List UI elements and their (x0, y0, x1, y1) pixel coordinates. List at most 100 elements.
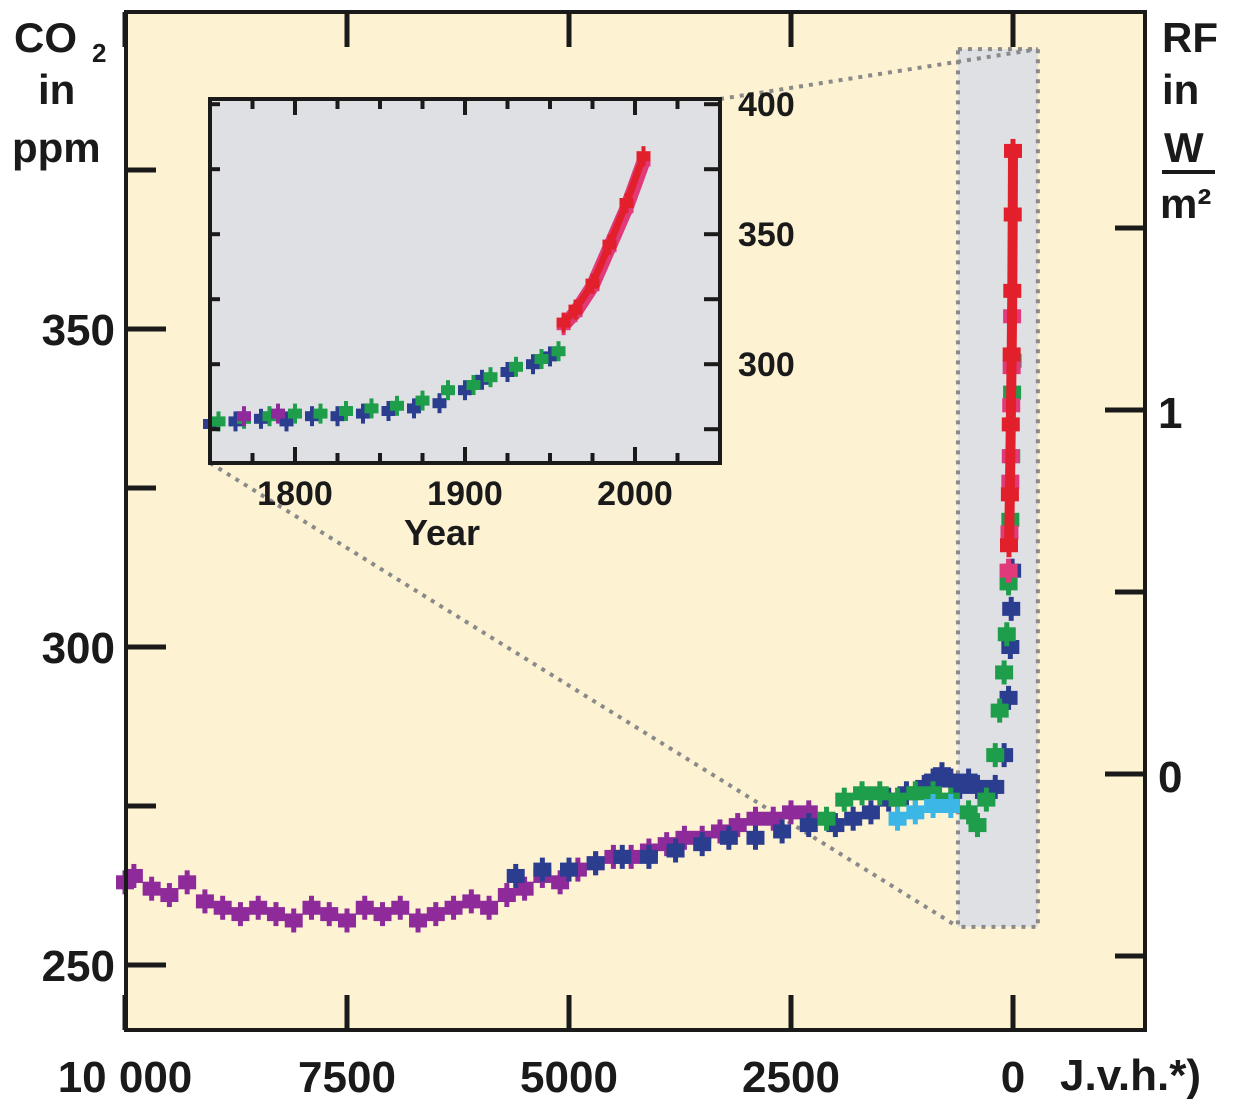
main-data-point (639, 844, 658, 869)
inset-data-marker (330, 411, 345, 422)
main-data-point (999, 558, 1018, 583)
y2-axis-label-in: in (1162, 66, 1199, 113)
inset-data-marker (466, 380, 481, 390)
inset-data-point (526, 354, 540, 375)
inset-data-point (543, 346, 557, 367)
main-data-marker (1000, 538, 1019, 553)
inset-data-point (585, 273, 600, 294)
main-data-marker (213, 900, 232, 915)
main-data-marker (844, 811, 863, 826)
main-data-point (1001, 412, 1020, 437)
inset-data-marker (500, 367, 515, 377)
inset-data-marker (288, 408, 302, 419)
main-data-marker (1000, 487, 1019, 502)
main-data-point (444, 895, 463, 920)
main-data-marker (746, 830, 765, 845)
y2-tick-label: 1 (1158, 389, 1182, 438)
main-data-point (302, 895, 321, 920)
main-data-point (320, 902, 339, 927)
main-data-marker (195, 894, 214, 909)
inset-data-point (364, 398, 379, 419)
zoom-connector-line-top (719, 47, 1039, 101)
inset-data-marker (556, 317, 571, 328)
main-data-marker (870, 786, 889, 801)
main-data-point (586, 851, 605, 876)
main-data-marker (391, 900, 410, 915)
inset-data-marker (534, 354, 549, 364)
inset-data-marker (313, 408, 328, 419)
main-data-point (968, 813, 987, 838)
main-data-marker (666, 843, 685, 858)
main-data-point (391, 895, 410, 920)
main-data-point (861, 800, 880, 825)
inset-data-marker (407, 403, 421, 414)
y-tick-label: 250 (42, 942, 115, 991)
main-data-point (266, 902, 285, 927)
inset-data-marker (568, 304, 583, 315)
main-data-point (1000, 533, 1019, 558)
main-data-marker (1001, 417, 1020, 432)
main-data-marker (835, 792, 854, 807)
inset-data-point (262, 406, 277, 427)
main-data-marker (999, 690, 1018, 705)
inset-data-point (568, 299, 583, 320)
main-data-point (1003, 202, 1022, 227)
main-data-point (844, 806, 863, 831)
main-data-point (373, 902, 392, 927)
inset-x-tick-label: 1900 (427, 475, 503, 513)
main-data-point (1002, 596, 1021, 621)
inset-data-marker (279, 416, 294, 427)
main-data-marker (853, 786, 872, 801)
y-axis-label-subscript: 2 (92, 38, 106, 68)
main-data-marker (497, 888, 516, 903)
main-data-marker (693, 837, 712, 852)
inset-data-point (602, 234, 617, 255)
main-data-point (906, 800, 925, 825)
inset-data-marker (585, 278, 600, 289)
inset-data-marker (441, 385, 455, 396)
main-data-point (666, 838, 685, 863)
main-data-point (870, 781, 889, 806)
main-data-point (799, 813, 818, 838)
main-data-marker (1003, 283, 1022, 298)
main-data-point (284, 908, 303, 933)
inset-data-marker (305, 411, 319, 422)
main-data-marker (799, 805, 818, 820)
inset-data-point (509, 356, 523, 377)
main-data-marker (1004, 143, 1022, 158)
inset-data-point (441, 380, 455, 401)
inset-x-tick-label: 1800 (257, 475, 333, 513)
inset-data-point (466, 375, 481, 395)
inset-data-marker (254, 413, 268, 424)
inset-data-point (330, 406, 345, 427)
inset-data-point (551, 341, 566, 362)
main-data-point (160, 883, 179, 908)
main-data-marker (462, 894, 481, 909)
main-data-point (613, 844, 632, 869)
main-data-point (355, 895, 374, 920)
main-data-marker (764, 811, 783, 826)
main-data-marker (480, 900, 499, 915)
main-data-point (426, 902, 445, 927)
y-axis-label-in: in (38, 66, 75, 113)
main-data-marker (639, 849, 658, 864)
main-data-marker (551, 875, 570, 890)
main-data-point (977, 787, 996, 812)
main-data-marker (995, 665, 1014, 680)
inset-data-marker (381, 406, 396, 416)
inset-data-marker (415, 395, 430, 406)
main-data-marker (506, 868, 525, 883)
main-data-marker (320, 907, 339, 922)
main-data-point (693, 832, 712, 857)
inset-data-point (390, 395, 404, 416)
inset-data-point (356, 403, 370, 424)
main-data-marker (160, 888, 179, 903)
inset-data-point (381, 401, 396, 421)
main-data-point (249, 895, 268, 920)
main-data-point (195, 889, 214, 914)
main-data-point (888, 806, 907, 831)
main-data-marker (959, 805, 978, 820)
main-data-point (1000, 482, 1019, 507)
